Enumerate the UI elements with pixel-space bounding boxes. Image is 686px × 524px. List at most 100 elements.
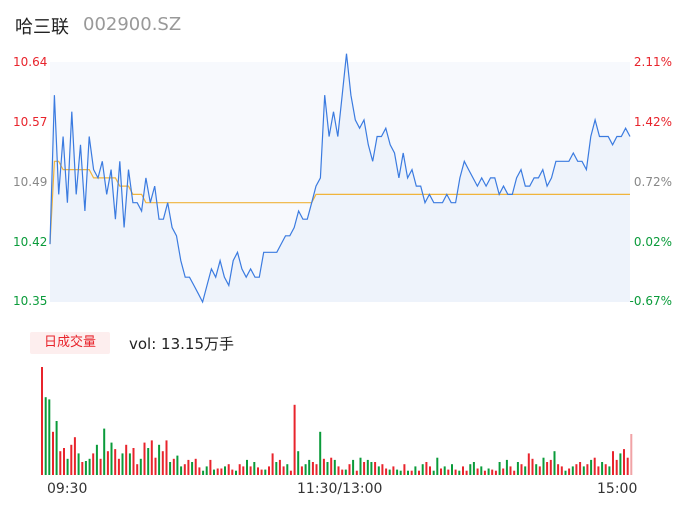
volume-bar xyxy=(99,458,102,475)
volume-bar xyxy=(396,469,399,475)
volume-bar xyxy=(205,466,208,475)
volume-bar xyxy=(169,462,172,475)
volume-bar xyxy=(472,462,475,475)
volume-bar xyxy=(440,468,442,475)
volume-bar xyxy=(557,464,560,475)
daily-volume-tab[interactable]: 日成交量 xyxy=(30,332,110,354)
volume-bar xyxy=(81,462,84,475)
volume-bar xyxy=(560,466,563,475)
volume-bar xyxy=(257,467,259,475)
volume-bar xyxy=(147,448,150,475)
volume-bar xyxy=(139,458,142,475)
volume-bar xyxy=(238,464,241,475)
volume-bar xyxy=(224,466,226,475)
volume-bar xyxy=(414,466,417,475)
pct-tick-4: 0.02% xyxy=(633,235,672,249)
volume-bar xyxy=(172,458,175,475)
volume-bar xyxy=(615,459,618,475)
volume-bar xyxy=(95,444,98,475)
volume-bar xyxy=(410,470,413,475)
volume-bar xyxy=(601,462,604,475)
volume-bar xyxy=(590,459,593,475)
volume-bar xyxy=(524,466,527,475)
time-tick-midday: 11:30/13:00 xyxy=(297,481,383,497)
volume-bar xyxy=(483,470,486,475)
volume-bar xyxy=(509,466,512,475)
volume-bar xyxy=(176,455,179,475)
volume-bar xyxy=(546,462,549,475)
volume-bar xyxy=(568,468,571,475)
volume-bar xyxy=(579,462,582,475)
average-price-line xyxy=(49,160,630,245)
volume-bar xyxy=(202,470,205,475)
price-area-fill xyxy=(50,53,630,303)
volume-bar xyxy=(231,469,234,475)
pct-tick-5: -0.67% xyxy=(629,294,672,308)
price-tick-4: 10.42 xyxy=(13,235,48,249)
volume-bar xyxy=(432,470,435,475)
volume-bar xyxy=(319,431,322,475)
volume-bar xyxy=(355,470,358,475)
volume-bar xyxy=(586,464,589,475)
volume-bar xyxy=(121,453,124,475)
volume-bar xyxy=(264,469,267,475)
volume-bar xyxy=(315,464,318,475)
stock-code: 002900.SZ xyxy=(83,14,182,35)
volume-bar xyxy=(626,457,629,475)
volume-bar xyxy=(63,448,65,475)
volume-bar xyxy=(55,421,58,475)
volume-bar xyxy=(469,464,472,475)
volume-bar xyxy=(311,462,314,475)
volume-bar xyxy=(132,448,135,475)
volume-bar xyxy=(213,469,215,475)
volume-bar xyxy=(366,459,369,475)
price-line xyxy=(49,53,631,304)
time-tick-open: 09:30 xyxy=(47,481,88,497)
price-tick-1: 10.64 xyxy=(13,55,48,69)
volume-bar xyxy=(110,442,113,475)
volume-bar xyxy=(344,469,347,475)
volume-bar xyxy=(425,462,428,475)
time-tick-close: 15:00 xyxy=(597,481,638,497)
volume-bar xyxy=(158,444,161,475)
volume-bar xyxy=(308,459,311,475)
volume-bar xyxy=(125,444,128,475)
volume-bar xyxy=(297,451,300,475)
volume-bar xyxy=(608,466,611,475)
volume-bar xyxy=(535,464,538,475)
volume-bar xyxy=(403,464,406,475)
volume-bar xyxy=(381,464,384,475)
volume-bar xyxy=(216,468,219,475)
volume-bar xyxy=(491,469,494,475)
volume-bar xyxy=(191,462,194,475)
volume-bar xyxy=(183,464,186,475)
volume-bar xyxy=(293,404,296,475)
volume-bar xyxy=(103,428,106,475)
volume-bar xyxy=(630,434,633,475)
volume-bar xyxy=(542,457,545,475)
volume-bar xyxy=(516,462,519,475)
volume-bar xyxy=(304,464,307,475)
volume-bar xyxy=(443,466,446,475)
volume-bar xyxy=(538,466,541,475)
volume-bar xyxy=(502,468,505,475)
volume-bar xyxy=(593,457,596,475)
volume-bar xyxy=(392,466,395,475)
volume-bar xyxy=(209,459,212,475)
volume-bar xyxy=(370,462,373,475)
volume-bar xyxy=(407,470,409,475)
volume-bar xyxy=(513,470,516,475)
volume-bar xyxy=(480,466,483,475)
stock-name: 哈三联 xyxy=(15,17,69,38)
volume-bar xyxy=(612,451,614,475)
volume-bar xyxy=(436,457,439,475)
volume-bar xyxy=(271,453,274,475)
volume-bar xyxy=(363,462,366,475)
volume-bar xyxy=(246,459,248,475)
pct-tick-3: 0.72% xyxy=(633,175,672,189)
volume-bar xyxy=(337,466,340,475)
volume-bar xyxy=(70,444,73,475)
volume-bar xyxy=(458,470,461,475)
volume-bar xyxy=(399,470,402,475)
